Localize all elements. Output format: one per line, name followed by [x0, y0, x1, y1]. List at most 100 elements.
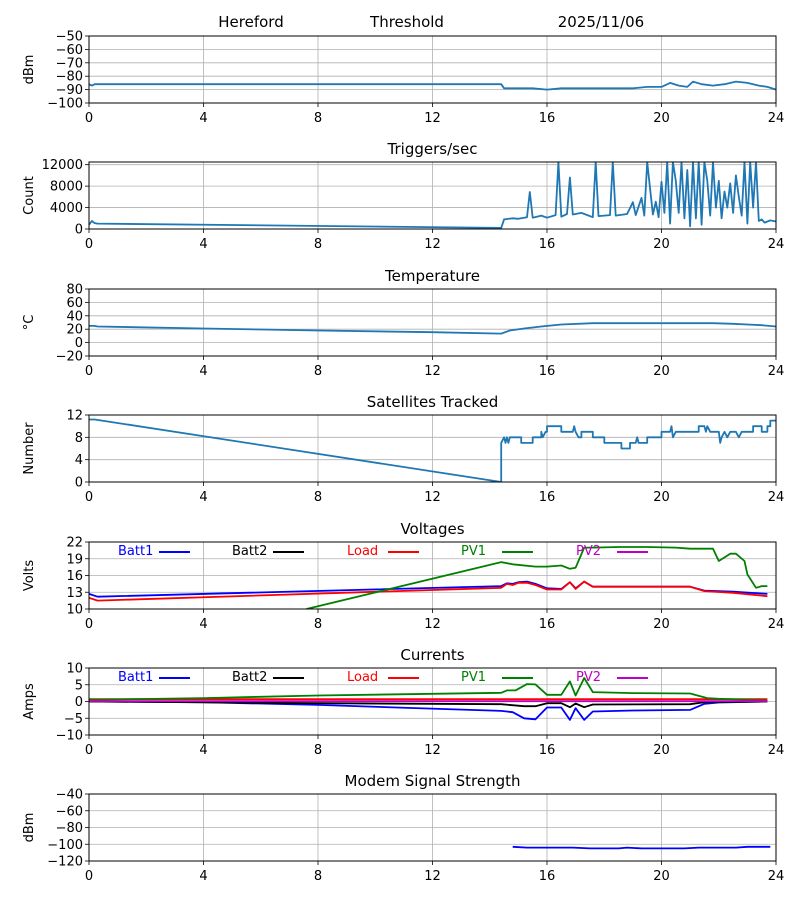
- y-tick-label: −80: [56, 70, 83, 85]
- y-tick-label: 0: [75, 223, 83, 238]
- series-pv1: [89, 677, 768, 702]
- y-tick-label: 20: [66, 323, 83, 338]
- x-tick-label: 20: [653, 743, 670, 758]
- y-tick-label: 19: [66, 552, 83, 567]
- series-temperature: [89, 322, 776, 335]
- y-tick-label: −60: [56, 43, 83, 58]
- y-tick-label: 16: [66, 569, 83, 584]
- x-tick-label: 12: [424, 743, 441, 758]
- legend-label-batt2: Batt2: [232, 670, 267, 685]
- x-tick-label: 20: [653, 111, 670, 126]
- header-station: Hereford: [218, 13, 283, 31]
- x-tick-label: 24: [768, 490, 785, 505]
- y-tick-label: −60: [56, 804, 83, 819]
- x-tick-label: 16: [539, 617, 556, 632]
- x-tick-label: 8: [314, 617, 322, 632]
- legend-label-pv2: PV2: [576, 544, 601, 559]
- y-tick-label: −40: [56, 788, 83, 803]
- x-tick-label: 0: [85, 364, 93, 379]
- y-axis-label: dBm: [22, 55, 37, 85]
- y-tick-label: −50: [56, 30, 83, 45]
- chart-title: Satellites Tracked: [367, 393, 498, 411]
- x-tick-label: 4: [199, 237, 207, 252]
- header-date: 2025/11/06: [558, 13, 644, 31]
- x-tick-label: 24: [768, 237, 785, 252]
- y-axis-label: Amps: [22, 683, 37, 720]
- x-tick-label: 0: [85, 111, 93, 126]
- y-tick-label: 0: [75, 476, 83, 491]
- legend-label-load: Load: [347, 670, 378, 685]
- panel-satellites: 0 4 8 12 0 4 8 12 16 20 24 Satellites Tracked Number: [22, 393, 784, 505]
- panel-modem: −120 −100 −80 −60−40 0 4 8 12 16 20 24 Modem Signal…: [22, 772, 784, 884]
- panel-triggers: 0 4000 8000 12000 0 4 8 12 16 20 24 Triggers/sec Cou…: [22, 140, 784, 252]
- y-tick-label: 60: [66, 296, 83, 311]
- header-mode: Threshold: [369, 13, 444, 31]
- y-tick-label: 8: [75, 431, 83, 446]
- legend-label-pv1: PV1: [461, 544, 486, 559]
- x-tick-label: 24: [768, 743, 785, 758]
- y-tick-label: −90: [56, 83, 83, 98]
- y-tick-label: −5: [64, 712, 83, 727]
- y-tick-label: −80: [56, 821, 83, 836]
- y-tick-label: 0: [75, 336, 83, 351]
- x-tick-label: 20: [653, 490, 670, 505]
- x-tick-label: 0: [85, 869, 93, 884]
- x-tick-label: 8: [314, 364, 322, 379]
- x-tick-label: 0: [85, 743, 93, 758]
- series-satellites: [89, 418, 776, 482]
- x-tick-label: 0: [85, 617, 93, 632]
- legend-label-batt1: Batt1: [118, 670, 153, 685]
- y-tick-label: 0: [75, 695, 83, 710]
- x-tick-label: 8: [314, 490, 322, 505]
- x-tick-label: 4: [199, 364, 207, 379]
- legend-label-batt1: Batt1: [118, 544, 153, 559]
- x-tick-label: 4: [199, 869, 207, 884]
- y-tick-label: 22: [66, 536, 83, 551]
- y-tick-label: 12: [66, 409, 83, 424]
- series-triggers: [89, 162, 776, 229]
- series-modem: [512, 845, 771, 850]
- x-tick-label: 12: [424, 869, 441, 884]
- y-axis-label: Count: [22, 176, 37, 215]
- chart-title: Triggers/sec: [387, 140, 478, 158]
- series-batt2: [89, 700, 768, 709]
- y-tick-label: 13: [66, 586, 83, 601]
- chart-title: Temperature: [384, 267, 480, 285]
- y-tick-label: 12000: [42, 158, 83, 173]
- x-tick-label: 20: [653, 237, 670, 252]
- y-tick-label: −10: [56, 729, 83, 744]
- x-tick-label: 4: [199, 743, 207, 758]
- chart-title: Modem Signal Strength: [345, 772, 521, 790]
- panel-currents: −10 −5 0 510 0 4 8 12 16 20 24 Currents Amps Batt1 Bat…: [22, 646, 784, 758]
- x-tick-label: 20: [653, 364, 670, 379]
- y-axis-label: Number: [22, 422, 37, 475]
- legend-label-pv2: PV2: [576, 670, 601, 685]
- x-tick-label: 20: [653, 869, 670, 884]
- chart-title: Currents: [400, 646, 464, 664]
- x-tick-label: 24: [768, 111, 785, 126]
- legend-label-pv1: PV1: [461, 670, 486, 685]
- x-tick-label: 12: [424, 237, 441, 252]
- y-tick-label: 4: [75, 453, 83, 468]
- legend-label-batt2: Batt2: [232, 544, 267, 559]
- x-tick-label: 12: [424, 364, 441, 379]
- x-tick-label: 8: [314, 237, 322, 252]
- y-axis-label: °C: [22, 315, 37, 331]
- y-tick-label: −120: [47, 855, 83, 870]
- x-tick-label: 16: [539, 364, 556, 379]
- legend-label-load: Load: [347, 544, 378, 559]
- y-tick-label: 5: [75, 678, 83, 693]
- x-tick-label: 0: [85, 490, 93, 505]
- x-tick-label: 16: [539, 111, 556, 126]
- y-tick-label: −70: [56, 56, 83, 71]
- y-tick-label: 80: [66, 283, 83, 298]
- series-batt1: [89, 580, 768, 598]
- x-tick-label: 4: [199, 490, 207, 505]
- x-tick-label: 20: [653, 617, 670, 632]
- series-load: [89, 580, 768, 602]
- y-tick-label: 40: [66, 309, 83, 324]
